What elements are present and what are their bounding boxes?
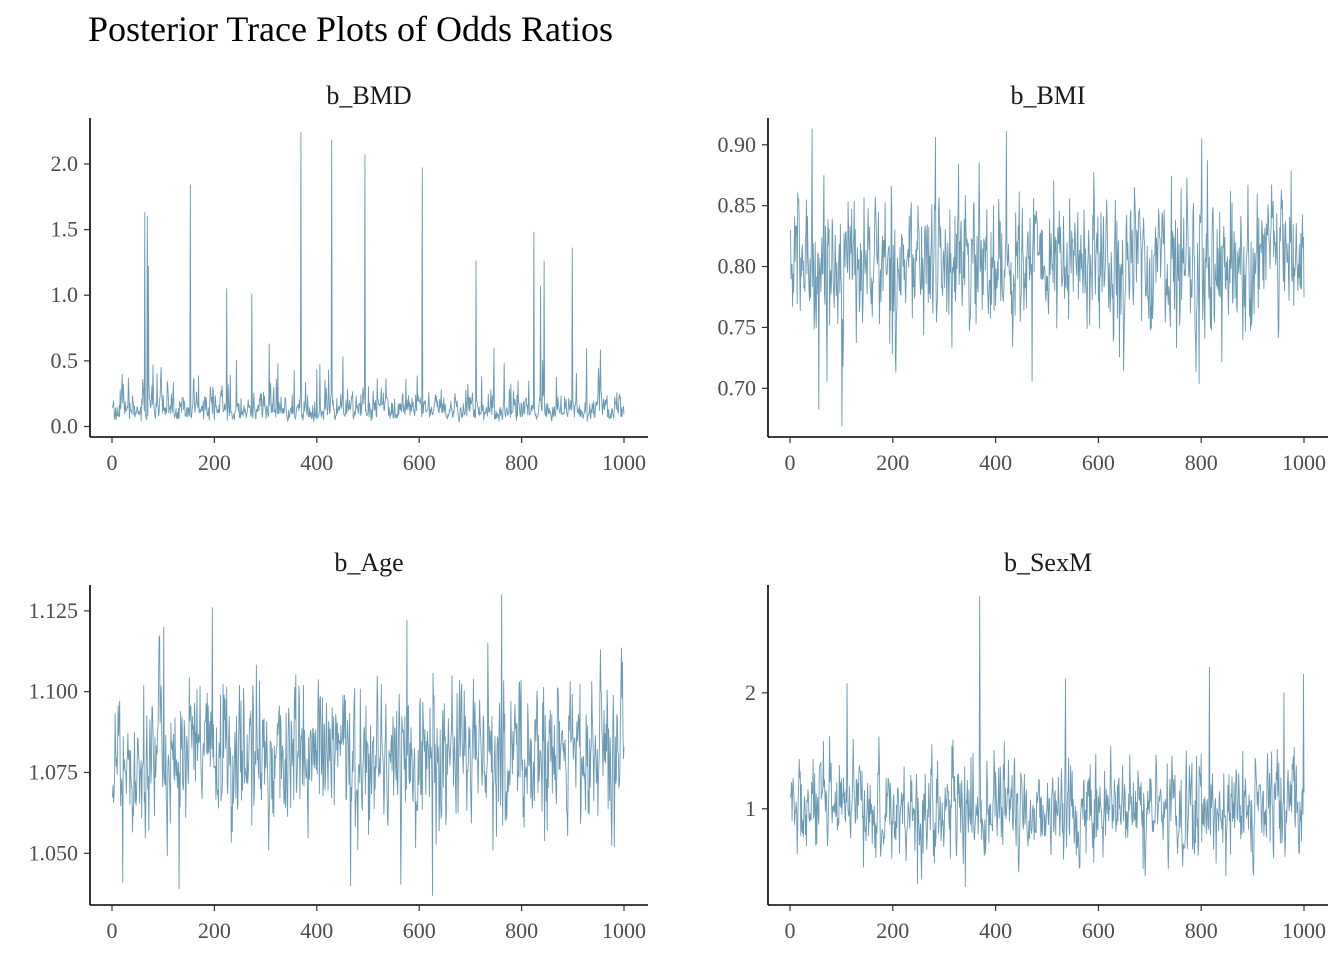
x-tick-label: 800 — [505, 918, 538, 943]
y-tick-label: 1.0 — [51, 282, 79, 307]
x-tick-label: 1000 — [602, 450, 646, 475]
x-tick-label: 1000 — [1282, 918, 1326, 943]
facet-b_BMI: b_BMI 0 200 400 600 800 1000 0.70 0.75 0.80 0.85 0.… — [718, 81, 1328, 475]
x-tick-label: 0 — [107, 918, 118, 943]
trace-line — [112, 594, 625, 896]
facet-b_BMD: b_BMD 0 200 400 600 800 1000 0.0 0.5 1.0 1.5 2.0 — [51, 81, 648, 475]
x-tick-label: 400 — [300, 450, 333, 475]
y-tick-label: 0.80 — [718, 254, 757, 279]
x-tick-label: 200 — [198, 918, 231, 943]
x-tick-label: 400 — [979, 918, 1012, 943]
x-tick-label: 400 — [300, 918, 333, 943]
x-tick-label: 800 — [505, 450, 538, 475]
y-tick-label: 1.075 — [29, 759, 79, 784]
facet-title: b_SexM — [1004, 548, 1092, 577]
x-tick-label: 1000 — [602, 918, 646, 943]
y-tick-label: 2.0 — [51, 151, 79, 176]
y-tick-label: 1.5 — [51, 217, 79, 242]
y-tick-label: 0.0 — [51, 413, 79, 438]
trace-line — [112, 131, 625, 423]
y-tick-label: 1 — [745, 796, 756, 821]
facet-title: b_BMI — [1010, 81, 1085, 110]
facet-b_Age: b_Age 0 200 400 600 800 1000 1.050 1.075 1.100 1.1… — [29, 548, 648, 943]
y-tick-label: 1.125 — [29, 598, 79, 623]
x-tick-label: 600 — [403, 450, 436, 475]
x-tick-label: 0 — [785, 450, 796, 475]
x-tick-label: 0 — [785, 918, 796, 943]
y-tick-label: 0.75 — [718, 314, 757, 339]
y-tick-label: 1.100 — [29, 679, 79, 704]
x-tick-label: 600 — [403, 918, 436, 943]
x-tick-label: 200 — [876, 918, 909, 943]
y-tick-label: 2 — [745, 680, 756, 705]
x-tick-label: 800 — [1185, 450, 1218, 475]
x-tick-label: 0 — [107, 450, 118, 475]
x-tick-label: 800 — [1185, 918, 1218, 943]
y-tick-label: 0.70 — [718, 375, 757, 400]
facet-b_SexM: b_SexM 0 200 400 600 800 1000 1 2 — [745, 548, 1328, 943]
trace-line — [790, 128, 1305, 427]
y-tick-label: 0.85 — [718, 193, 757, 218]
x-tick-label: 400 — [979, 450, 1012, 475]
facet-title: b_Age — [334, 548, 403, 577]
x-tick-label: 600 — [1082, 918, 1115, 943]
y-tick-label: 0.90 — [718, 132, 757, 157]
facet-title: b_BMD — [326, 81, 411, 110]
page-title: Posterior Trace Plots of Odds Ratios — [88, 9, 614, 49]
x-tick-label: 600 — [1082, 450, 1115, 475]
x-tick-label: 200 — [198, 450, 231, 475]
trace-line — [790, 596, 1305, 887]
x-tick-label: 200 — [876, 450, 909, 475]
x-tick-label: 1000 — [1282, 450, 1326, 475]
y-tick-label: 1.050 — [29, 840, 79, 865]
y-tick-label: 0.5 — [51, 348, 79, 373]
